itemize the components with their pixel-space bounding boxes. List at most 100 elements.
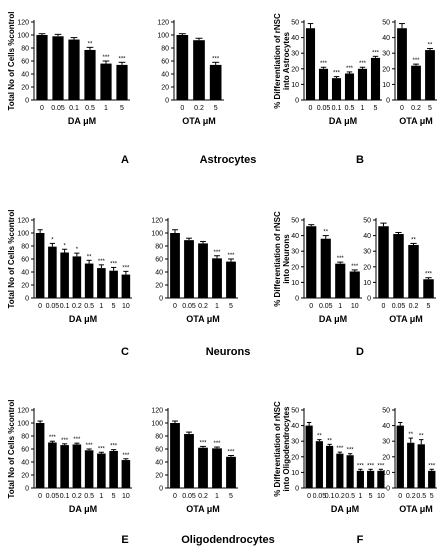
x-tick-label: 5 xyxy=(229,493,233,500)
significance-marker: ** xyxy=(87,254,92,260)
y-axis-label: Total No of Cells %control xyxy=(7,400,16,499)
bar xyxy=(344,73,355,100)
y-tick-label: 120 xyxy=(157,20,169,27)
x-tick-label: 0 xyxy=(400,105,404,112)
bar xyxy=(35,423,45,488)
y-tick-label: 40 xyxy=(155,270,163,277)
bar xyxy=(36,35,48,100)
x-tick-label: 0.1 xyxy=(69,105,79,112)
panel-letter-b: B xyxy=(356,154,364,166)
y-tick-label: 20 xyxy=(21,85,29,92)
significance-marker: *** xyxy=(199,440,207,446)
y-tick-label: 0 xyxy=(25,98,29,105)
y-tick-label: 50 xyxy=(291,408,299,415)
x-tick-label: 0 xyxy=(309,303,313,310)
bar xyxy=(212,258,222,298)
bar xyxy=(425,50,435,100)
bar xyxy=(109,270,118,298)
x-axis-label: DA μM xyxy=(319,314,347,324)
bar xyxy=(198,243,208,298)
significance-marker: *** xyxy=(122,265,130,271)
bar xyxy=(100,63,112,100)
panel-letter-d: D xyxy=(356,346,364,358)
bar xyxy=(35,233,45,298)
panel-letter-c: C xyxy=(121,346,129,358)
bar xyxy=(226,261,236,298)
bar xyxy=(378,226,389,298)
x-tick-label: 1 xyxy=(104,105,108,112)
significance-marker: ** xyxy=(88,41,93,47)
significance-marker: *** xyxy=(359,61,367,67)
significance-marker: *** xyxy=(213,250,221,256)
bar xyxy=(346,455,354,488)
significance-marker: *** xyxy=(110,261,118,267)
significance-marker: *** xyxy=(86,443,94,449)
bar xyxy=(60,252,69,298)
bar xyxy=(356,470,364,488)
x-tick-label: 0.2 xyxy=(198,303,208,310)
x-tick-label: 10 xyxy=(351,303,359,310)
significance-marker: ** xyxy=(408,432,413,438)
y-tick-label: 30 xyxy=(291,439,299,446)
y-tick-label: 50 xyxy=(291,20,299,27)
row-title-oligodendrocytes: Oligodendrocytes xyxy=(181,534,275,546)
x-tick-label: 5 xyxy=(428,105,432,112)
bar xyxy=(109,450,118,488)
significance-marker: * xyxy=(76,247,79,253)
x-tick-label: 0.05 xyxy=(46,493,60,500)
bar xyxy=(176,35,189,100)
y-tick-label: 20 xyxy=(363,264,371,271)
significance-marker: *** xyxy=(118,56,126,62)
x-tick-label: 0.2 xyxy=(409,303,419,310)
significance-marker: *** xyxy=(377,463,385,469)
y-axis-label: % Differentiation of rNSC xyxy=(273,211,282,307)
x-tick-label: 5 xyxy=(120,105,124,112)
y-tick-label: 40 xyxy=(21,270,29,277)
y-tick-label: 40 xyxy=(382,423,390,430)
significance-marker: *** xyxy=(346,66,354,72)
x-tick-label: 5 xyxy=(229,303,233,310)
y-tick-label: 10 xyxy=(382,82,390,89)
bar xyxy=(305,28,316,101)
x-tick-label: 1 xyxy=(361,105,365,112)
bar xyxy=(320,238,331,298)
x-tick-label: 0 xyxy=(398,493,402,500)
significance-marker: *** xyxy=(212,56,220,62)
significance-marker: *** xyxy=(122,453,130,459)
x-axis-label: OTA μM xyxy=(399,116,433,126)
bar xyxy=(48,442,57,488)
significance-marker: * xyxy=(63,243,66,249)
x-tick-label: 0.2 xyxy=(335,493,345,500)
x-axis-label: OTA μM xyxy=(389,314,423,324)
x-axis-label: DA μM xyxy=(329,116,357,126)
x-tick-label: 5 xyxy=(112,493,116,500)
x-tick-label: 0.5 xyxy=(416,493,426,500)
y-tick-label: 0 xyxy=(295,486,299,493)
y-tick-label: 20 xyxy=(291,66,299,73)
chart-b1: 0 10 20 30 40 50 0 *** 0.05 *** 0.1 *** 0.5 *** 1 *** 5 D… xyxy=(273,13,382,126)
y-tick-label: 120 xyxy=(17,218,29,225)
x-tick-label: 0.05 xyxy=(313,493,327,500)
bar xyxy=(428,470,436,488)
x-tick-label: 0.05 xyxy=(392,303,406,310)
bar xyxy=(408,244,419,298)
chart-c1: 0 20 40 60 80 100 120 0 * 0.05 * 0.1 * 0.2 ** 0.5 *** 1 **… xyxy=(7,210,132,324)
x-tick-label: 0.05 xyxy=(51,105,65,112)
significance-marker: *** xyxy=(102,55,110,61)
x-tick-label: 5 xyxy=(427,303,431,310)
significance-marker: ** xyxy=(419,434,424,440)
bar xyxy=(226,456,236,488)
bar xyxy=(411,65,421,100)
bar xyxy=(97,453,106,488)
bar xyxy=(377,470,385,488)
y-tick-label: 0 xyxy=(25,486,29,493)
significance-marker: *** xyxy=(333,71,341,77)
y-axis-label: Total No of Cells %control xyxy=(7,210,16,309)
row-title-astrocytes: Astrocytes xyxy=(200,154,257,166)
x-tick-label: 0.2 xyxy=(72,493,82,500)
y-tick-label: 100 xyxy=(151,421,163,428)
bar xyxy=(326,445,334,488)
y-axis-label: into Neurons xyxy=(282,234,291,284)
